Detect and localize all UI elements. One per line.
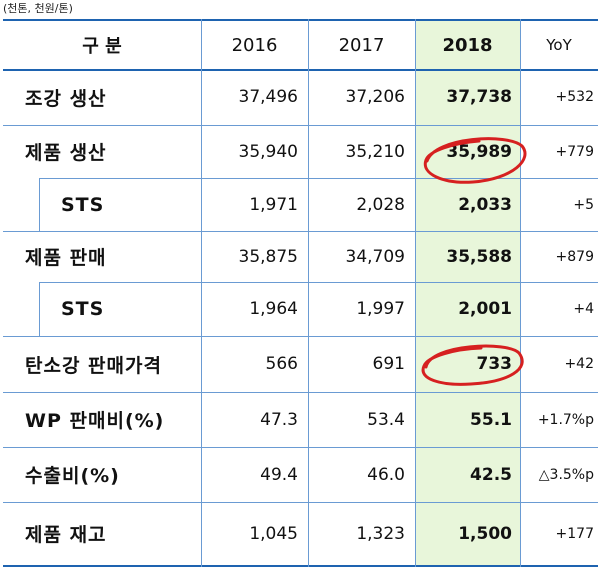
row-label: 제품 생산 <box>25 142 107 164</box>
value-2017: 46.0 <box>367 464 405 485</box>
rule <box>3 447 598 448</box>
value-2017: 34,709 <box>345 246 405 267</box>
value-2018: 2,001 <box>458 299 512 319</box>
value-2016: 49.4 <box>260 464 298 485</box>
header-2018: 2018 <box>442 34 493 56</box>
value-2016: 1,045 <box>249 523 298 544</box>
annotation-overlay <box>421 137 527 386</box>
table-row: STS 1,971 2,028 2,033 +5 <box>3 178 598 231</box>
value-2017: 2,028 <box>356 194 405 215</box>
value-2016: 35,940 <box>238 141 298 162</box>
col-divider <box>520 19 521 567</box>
value-yoy: +879 <box>555 248 594 265</box>
row-label: 제품 재고 <box>25 524 107 546</box>
value-2018: 37,738 <box>446 87 512 107</box>
col-divider <box>308 19 309 567</box>
col-divider <box>201 19 202 567</box>
steel-stats-table: 구 분 2016 2017 2018 YoY 조강 생산 37,496 37,206… <box>3 19 598 567</box>
value-2018: 35,588 <box>446 246 512 267</box>
value-yoy: +1.7%p <box>537 411 594 428</box>
annotation-circle-35989 <box>423 137 527 184</box>
value-2017: 691 <box>372 354 405 374</box>
value-2018: 2,033 <box>458 194 512 215</box>
value-2017: 1,997 <box>356 299 405 319</box>
value-2016: 37,496 <box>238 87 298 107</box>
value-yoy: +4 <box>573 301 594 317</box>
rule <box>3 336 598 337</box>
rule <box>3 125 598 126</box>
value-2016: 1,964 <box>249 299 298 319</box>
table-row: 제품 생산 35,940 35,210 35,989 +779 <box>3 125 598 178</box>
rule <box>3 231 598 232</box>
row-label: WP 판매비(%) <box>25 410 165 432</box>
rule-bottom <box>3 565 598 567</box>
row-label: STS <box>61 298 105 320</box>
header-2017: 2017 <box>338 34 385 56</box>
value-2018: 42.5 <box>470 464 512 485</box>
table-row: 제품 판매 35,875 34,709 35,588 +879 <box>3 231 598 282</box>
rule-header <box>3 69 598 71</box>
row-label: 제품 판매 <box>25 247 107 269</box>
value-2017: 53.4 <box>367 409 405 430</box>
annotation-circle-733 <box>421 344 524 386</box>
value-yoy: +779 <box>555 143 594 160</box>
value-yoy: +5 <box>573 196 594 213</box>
row-label: 수출비(%) <box>25 465 120 487</box>
table-row: 제품 재고 1,045 1,323 1,500 +177 <box>3 502 598 565</box>
unit-note: (천톤, 천원/톤) <box>3 2 73 15</box>
col-divider <box>415 19 416 567</box>
value-yoy: +42 <box>564 356 594 372</box>
value-2016: 35,875 <box>238 246 298 267</box>
table-row: 조강 생산 37,496 37,206 37,738 +532 <box>3 69 598 125</box>
table-row: STS 1,964 1,997 2,001 +4 <box>3 282 598 336</box>
table-row: 탄소강 판매가격 566 691 733 +42 <box>3 336 598 392</box>
value-2018: 733 <box>476 354 513 374</box>
value-yoy: +532 <box>555 89 594 105</box>
value-2018: 55.1 <box>470 409 512 430</box>
rule-sub <box>39 178 598 179</box>
rule <box>3 392 598 393</box>
rule <box>3 502 598 503</box>
row-label: 탄소강 판매가격 <box>25 354 162 377</box>
value-yoy: △3.5%p <box>538 466 594 483</box>
value-2018: 1,500 <box>458 523 512 544</box>
header-category: 구 분 <box>82 36 122 57</box>
value-2016: 566 <box>265 354 298 374</box>
row-label: 조강 생산 <box>25 87 107 110</box>
value-2017: 1,323 <box>356 523 405 544</box>
value-2016: 1,971 <box>249 194 298 215</box>
rule-top <box>3 19 598 21</box>
value-2016: 47.3 <box>260 409 298 430</box>
table-row: 수출비(%) 49.4 46.0 42.5 △3.5%p <box>3 447 598 502</box>
column-2018-highlight <box>415 21 520 567</box>
row-label: STS <box>61 193 105 216</box>
value-2017: 37,206 <box>345 87 405 107</box>
sub-indent-line <box>39 178 40 231</box>
header-row: 구 분 2016 2017 2018 YoY <box>3 21 598 69</box>
table-row: WP 판매비(%) 47.3 53.4 55.1 +1.7%p <box>3 392 598 447</box>
sub-indent-line <box>39 282 40 336</box>
value-2017: 35,210 <box>345 141 405 162</box>
value-2018: 35,989 <box>446 141 512 162</box>
header-yoy: YoY <box>546 36 572 54</box>
rule-sub <box>39 282 598 283</box>
header-2016: 2016 <box>231 34 278 56</box>
value-yoy: +177 <box>555 525 594 542</box>
